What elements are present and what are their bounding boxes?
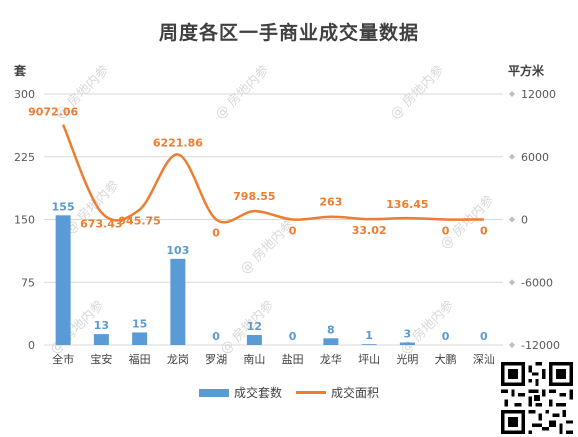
y-left-tick-label: 300 [14,88,35,101]
x-category-label: 南山 [243,353,265,366]
bar [55,215,71,345]
legend-line-label: 成交面积 [331,386,380,400]
line-value-label: 6221.86 [153,136,203,149]
legend-bar-swatch [198,388,229,397]
line-value-label: 0 [289,225,297,238]
y-right-tick-marker [509,279,515,286]
legend-item-bars[interactable]: 成交套数 [198,384,282,401]
x-category-label: 龙岗 [167,353,189,366]
y-left-tick-label: 0 [28,339,35,352]
legend-line-swatch [296,391,326,394]
bar [132,332,148,345]
bar [323,338,339,345]
line-value-label: 0 [212,227,220,240]
line-value-label: 798.55 [233,190,275,203]
line-value-label: 0 [480,225,488,238]
bar-value-label: 0 [442,330,450,343]
bar-value-label: 8 [327,323,335,336]
y-right-axis-title: 平方米 [508,64,545,78]
bar-value-label: 15 [132,317,147,330]
bar-value-label: 12 [247,320,262,333]
chart-title: 周度各区一手商业成交量数据 [158,22,419,44]
bar-value-label: 3 [404,327,412,340]
x-category-label: 龙华 [320,352,342,366]
y-right-tick-marker [509,153,515,160]
x-category-label: 全市 [52,352,74,366]
qr-code-icon [501,362,573,434]
y-left-tick-label: 75 [21,276,35,289]
y-right-tick-marker [509,216,515,223]
bar-value-label: 103 [166,244,189,257]
y-right-tick-label: 6000 [521,151,549,164]
watermark-text: @ 房地内参 [387,62,447,122]
watermark-text: @ 房地内参 [212,62,272,122]
y-left-axis-title: 套 [14,64,27,78]
y-left-tick-label: 225 [14,151,35,164]
bar-value-label: 1 [365,329,373,342]
y-right-tick-label: -12000 [521,339,560,352]
y-right-tick-label: 12000 [521,88,556,101]
watermark-text: @ 房地内参 [437,192,497,252]
legend-bar-label: 成交套数 [233,386,282,400]
x-category-label: 盐田 [282,353,304,366]
legend: 成交套数 成交面积 [0,384,578,401]
area-series-line [61,124,484,224]
x-category-label: 光明 [396,352,418,366]
legend-item-line[interactable]: 成交面积 [296,384,379,401]
bar [170,258,186,345]
y-right-tick-marker [509,342,515,348]
x-category-label: 坪山 [358,353,380,366]
bar [399,342,415,345]
bar-value-label: 13 [94,319,109,332]
y-right-tick-label: 0 [521,214,528,227]
bar [361,344,377,345]
line-value-label: 945.75 [118,215,160,228]
x-category-label: 福田 [129,352,151,366]
bar [93,334,109,345]
x-category-label: 罗湖 [205,353,227,366]
line-value-label: 0 [442,225,450,238]
bar-value-label: 0 [289,330,297,343]
x-category-label: 宝安 [90,352,112,366]
bar-value-label: 155 [52,200,75,213]
line-value-label: 136.45 [386,198,428,211]
line-value-label: 9072.06 [28,106,78,119]
x-category-label: 深汕 [473,353,495,366]
y-right-tick-marker [509,91,515,97]
line-value-label: 673.43 [80,217,122,230]
bar-value-label: 0 [480,330,488,343]
bar [246,334,262,345]
x-category-label: 大鹏 [435,352,457,366]
bar-value-label: 0 [212,330,220,343]
y-right-tick-label: -6000 [521,276,553,289]
y-left-tick-label: 150 [14,214,35,227]
line-value-label: 33.02 [352,224,387,237]
line-value-label: 263 [319,196,342,209]
